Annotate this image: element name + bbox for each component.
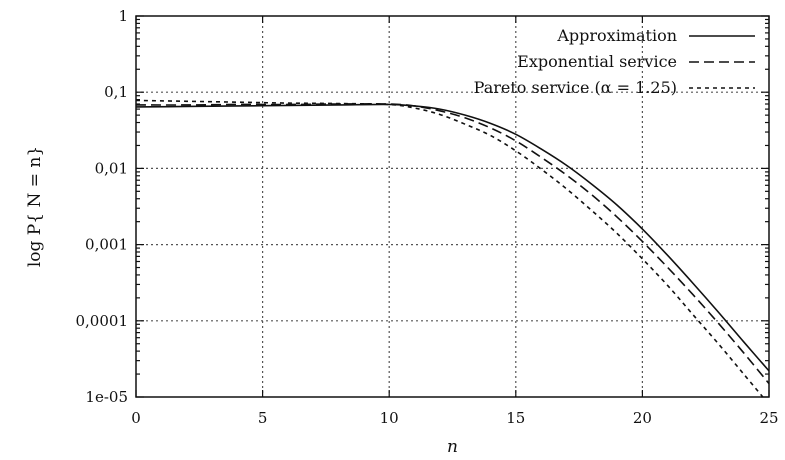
legend-label: Approximation [556, 26, 677, 45]
y-tick-label: 0,1 [104, 83, 128, 101]
x-tick-label: 25 [759, 409, 778, 427]
legend: Approximation Exponential service Pareto s… [474, 26, 755, 97]
legend-label: Exponential service [517, 52, 677, 71]
series-line-3 [136, 99, 764, 397]
y-tick-label: 1e-05 [85, 388, 128, 406]
x-tick-label: 15 [506, 409, 525, 427]
x-tick-label: 0 [131, 409, 141, 427]
y-tick-label: 0,0001 [76, 312, 129, 330]
axis-ticks: 0 5 10 15 20 25 1 0,1 0,01 0,001 0,0001 1e-05 [76, 7, 779, 427]
series-line-2 [136, 103, 769, 385]
x-tick-label: 20 [633, 409, 652, 427]
series-line-1 [136, 103, 769, 372]
plot-series [136, 99, 769, 397]
plot-frame [135, 15, 770, 398]
y-tick-label: 0,001 [85, 236, 128, 254]
y-axis-label: log P{ N = n} [25, 146, 45, 267]
legend-label: Pareto service (α = 1.25) [474, 78, 677, 97]
y-tick-label: 1 [118, 7, 128, 25]
x-tick-label: 5 [258, 409, 268, 427]
grid [136, 16, 769, 397]
y-tick-label: 0,01 [95, 159, 128, 177]
x-axis-label: n [447, 437, 458, 457]
x-tick-label: 10 [380, 409, 399, 427]
